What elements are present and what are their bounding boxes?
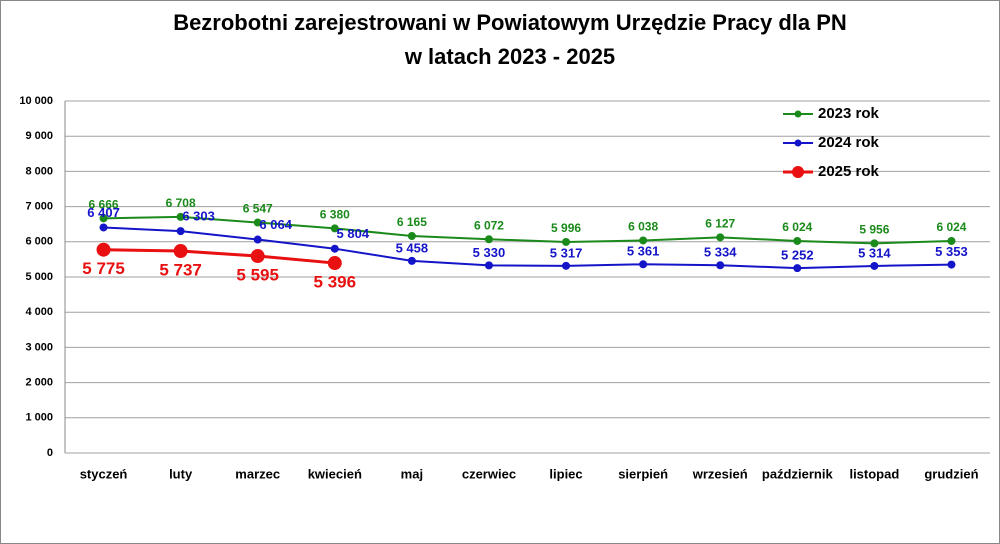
x-tick-label: styczeń <box>80 466 128 481</box>
value-label: 6 038 <box>628 220 658 234</box>
point <box>253 235 262 244</box>
x-tick-label: lipiec <box>549 466 582 481</box>
chart-title: w latach 2023 - 2025 <box>404 44 615 69</box>
x-tick-label: grudzień <box>924 466 978 481</box>
y-tick-label: 2 000 <box>25 377 53 389</box>
x-tick-label: marzec <box>235 466 280 481</box>
x-tick-label: październik <box>762 466 834 481</box>
value-label: 5 314 <box>858 245 891 260</box>
value-label: 5 317 <box>550 245 583 260</box>
point <box>250 249 265 264</box>
value-label: 6 407 <box>87 205 120 220</box>
y-tick-label: 9 000 <box>25 130 53 142</box>
y-tick-label: 7 000 <box>25 201 53 213</box>
value-label: 5 458 <box>396 240 429 255</box>
value-label: 5 353 <box>935 244 968 259</box>
value-label: 6 127 <box>705 217 735 231</box>
point <box>870 261 879 270</box>
y-tick-label: 8 000 <box>25 165 53 177</box>
point <box>639 236 648 245</box>
legend-label: 2024 rok <box>818 134 880 151</box>
chart-title: Bezrobotni zarejestrowani w Powiatowym U… <box>173 10 847 35</box>
value-label: 5 396 <box>314 273 357 292</box>
value-label: 5 804 <box>337 226 370 241</box>
point <box>562 261 571 270</box>
point <box>639 260 648 269</box>
point <box>99 214 108 223</box>
x-tick-label: wrzesień <box>692 466 748 481</box>
point <box>484 235 493 244</box>
x-tick-label: kwiecień <box>308 466 362 481</box>
point <box>870 239 879 248</box>
value-label: 5 361 <box>627 244 660 259</box>
value-label: 5 330 <box>473 245 506 260</box>
y-tick-label: 4 000 <box>25 306 53 318</box>
point <box>947 236 956 245</box>
legend-label: 2025 rok <box>818 163 880 180</box>
legend-marker <box>792 166 804 178</box>
value-label: 6 708 <box>166 196 196 210</box>
x-tick-label: luty <box>169 466 193 481</box>
x-tick-label: maj <box>401 466 423 481</box>
value-label: 6 666 <box>89 198 119 212</box>
point <box>716 261 725 270</box>
point <box>562 237 571 246</box>
legend-marker <box>794 139 802 147</box>
point <box>327 256 342 271</box>
y-tick-label: 0 <box>47 447 53 459</box>
value-label: 6 072 <box>474 218 504 232</box>
y-tick-label: 5 000 <box>25 271 53 283</box>
point <box>176 227 185 236</box>
series-line <box>103 248 335 265</box>
y-tick-label: 6 000 <box>25 236 53 248</box>
value-label: 5 996 <box>551 221 581 235</box>
point <box>484 261 493 270</box>
x-tick-label: sierpień <box>618 466 668 481</box>
y-tick-label: 3 000 <box>25 341 53 353</box>
value-label: 5 956 <box>859 223 889 237</box>
legend-label: 2023 rok <box>818 105 880 122</box>
series-line <box>103 226 952 270</box>
point <box>330 224 339 233</box>
legend-marker <box>794 110 802 118</box>
point <box>99 223 108 232</box>
point <box>947 260 956 269</box>
value-label: 6 380 <box>320 208 350 222</box>
point <box>176 212 185 221</box>
point <box>793 236 802 245</box>
point <box>173 244 188 259</box>
value-label: 6 303 <box>182 209 215 224</box>
point <box>330 244 339 253</box>
y-tick-label: 1 000 <box>25 412 53 424</box>
x-tick-label: listopad <box>849 466 899 481</box>
value-label: 5 252 <box>781 248 814 263</box>
value-label: 6 547 <box>243 202 273 216</box>
value-label: 5 334 <box>704 245 737 260</box>
value-label: 5 775 <box>82 259 125 278</box>
point <box>407 256 416 265</box>
value-label: 6 024 <box>936 220 966 234</box>
point <box>253 218 262 227</box>
point <box>793 264 802 273</box>
value-label: 5 595 <box>236 266 279 285</box>
value-label: 6 064 <box>259 217 292 232</box>
value-label: 5 737 <box>159 261 202 280</box>
y-tick-label: 10 000 <box>19 95 53 107</box>
series-line <box>103 215 952 245</box>
point <box>407 231 416 240</box>
value-label: 6 024 <box>782 220 812 234</box>
x-tick-label: czerwiec <box>462 466 516 481</box>
value-label: 6 165 <box>397 215 427 229</box>
point <box>716 233 725 242</box>
point <box>96 242 111 257</box>
